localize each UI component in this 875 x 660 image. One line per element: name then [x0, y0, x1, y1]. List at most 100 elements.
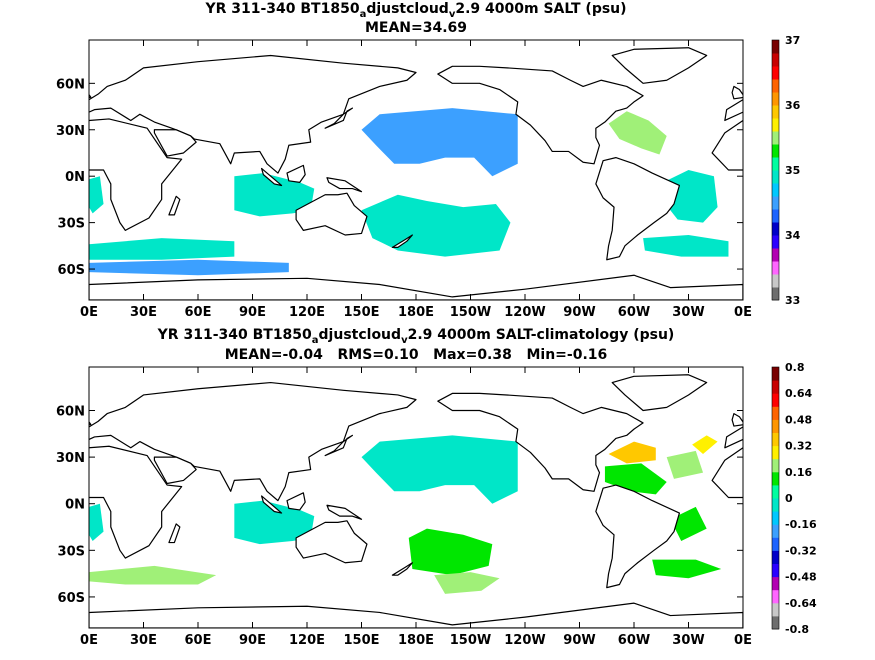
- colorbar-swatch: [772, 79, 779, 93]
- data-region-1: [361, 108, 518, 177]
- colorbar-swatch: [772, 563, 779, 578]
- data-region-11: [652, 559, 722, 579]
- y-tick-label: 30N: [56, 451, 85, 466]
- coastline-australia: [295, 520, 368, 564]
- y-tick-label: 30N: [56, 124, 85, 139]
- x-tick-label: 0E: [80, 305, 98, 320]
- colorbar-swatch: [772, 92, 779, 106]
- title-part-title_suffix: 2.9 4000m SALT-climatology (psu): [408, 327, 675, 343]
- colorbar-frame: [771, 39, 780, 301]
- title-part-title_sub2: v: [401, 335, 408, 346]
- coastline-new-zealand: [391, 562, 413, 576]
- x-tick-label: 30E: [130, 633, 157, 648]
- y-tick-label: 60N: [56, 77, 85, 92]
- colorbar-swatch: [772, 445, 779, 460]
- colorbar-swatch: [772, 615, 779, 630]
- x-tick-label: 150W: [450, 305, 491, 320]
- coastline-madagascar-wrap: [823, 524, 834, 543]
- x-tick-label: 60E: [185, 305, 212, 320]
- colorbar-frame: [771, 366, 780, 630]
- chart-stats: MEAN=-0.04 RMS=0.10 Max=0.38 Min=-0.16: [225, 347, 608, 363]
- coastline-eurasia: [89, 381, 417, 502]
- data-region-4: [89, 565, 217, 585]
- coastline-south-america: [595, 157, 681, 261]
- title-part-title_suffix: 2.9 4000m SALT (psu): [455, 1, 626, 17]
- colorbar-swatch: [772, 367, 779, 381]
- data-region-5: [434, 572, 500, 594]
- colorbar-label: 0.32: [785, 440, 812, 453]
- data-region-8: [692, 435, 718, 454]
- x-tick-label: 90W: [563, 305, 595, 320]
- chart-panel-1: YR 311-340 BT1850adjustcloudv2.9 4000m S…: [56, 1, 850, 320]
- coastline-new-guinea: [326, 504, 363, 520]
- colorbar-swatch: [772, 602, 779, 617]
- data-region-12: [89, 503, 104, 541]
- colorbar-swatch: [772, 235, 779, 249]
- colorbar-label: -0.32: [785, 544, 817, 557]
- coastline-new-guinea: [326, 177, 363, 193]
- colorbar-swatch: [772, 432, 779, 447]
- colorbar-swatch: [772, 118, 779, 132]
- colorbar-label: 33: [785, 294, 800, 307]
- chart-title: YR 311-340 BT1850adjustcloudv2.9 4000m S…: [157, 327, 675, 346]
- x-tick-label: 90W: [563, 633, 595, 648]
- colorbar-swatch: [772, 511, 779, 525]
- x-tick-label: 150E: [343, 305, 379, 320]
- y-tick-label: 60S: [58, 263, 85, 278]
- data-region-2: [234, 173, 315, 217]
- colorbar-swatch: [772, 287, 779, 301]
- colorbar-swatch: [772, 274, 779, 288]
- data-regions: [89, 108, 729, 276]
- x-tick-label: 120E: [289, 305, 325, 320]
- data-region-9: [666, 450, 704, 479]
- colorbar-swatch: [772, 576, 779, 591]
- coastline-arabia-wrap: [808, 130, 850, 156]
- coastline-japan: [324, 107, 354, 129]
- coastline-north-america: [437, 65, 644, 165]
- coastlines: [89, 47, 850, 300]
- coastline-africa: [89, 118, 183, 231]
- x-tick-label: 150W: [450, 633, 491, 648]
- data-region-6: [608, 111, 667, 155]
- data-region-3: [361, 194, 511, 257]
- colorbar-label: 0.64: [785, 387, 812, 400]
- coastline-eurasia-wrap: [724, 98, 743, 122]
- coastline-north-america: [437, 392, 644, 492]
- x-tick-label: 150E: [343, 633, 379, 648]
- x-tick-label: 180E: [398, 633, 434, 648]
- colorbar-swatch: [772, 157, 779, 171]
- data-region-8: [89, 176, 104, 214]
- colorbar-label: 35: [785, 164, 800, 177]
- x-tick-label: 30W: [672, 305, 704, 320]
- coastline-greenland: [611, 374, 708, 412]
- colorbar-swatch: [772, 393, 779, 407]
- coastline-antarctica: [89, 602, 743, 628]
- colorbar-swatch: [772, 471, 779, 486]
- x-tick-label: 90E: [239, 633, 266, 648]
- x-tick-label: 90E: [239, 305, 266, 320]
- colorbar-swatch: [772, 419, 779, 433]
- colorbar-swatch: [772, 53, 779, 67]
- x-tick-label: 120W: [504, 305, 545, 320]
- chart-stats: MEAN=34.69: [365, 20, 467, 36]
- data-regions: [89, 435, 722, 594]
- title-part-title_mid: djustcloud: [366, 1, 449, 17]
- y-tick-label: 30S: [58, 217, 85, 232]
- coastline-south-america: [595, 484, 681, 589]
- coastline-borneo: [286, 164, 306, 183]
- data-region-2: [234, 500, 315, 545]
- colorbar-swatch: [772, 537, 779, 551]
- coastline-africa-wrap: [711, 119, 743, 171]
- colorbar-swatch: [772, 524, 779, 538]
- colorbar-swatch: [772, 261, 779, 275]
- coastline-borneo: [286, 492, 306, 511]
- title-part-title_prefix: YR 311-340 BT1850: [157, 327, 312, 343]
- colorbar-swatch: [772, 40, 779, 54]
- colorbar-swatch: [772, 170, 779, 184]
- coastline-australia: [295, 192, 368, 236]
- y-tick-label: 60S: [58, 591, 85, 606]
- colorbar-swatch: [772, 589, 779, 604]
- colorbar-swatch: [772, 458, 779, 473]
- y-tick-label: 30S: [58, 544, 85, 559]
- coastline-arabia: [153, 456, 197, 485]
